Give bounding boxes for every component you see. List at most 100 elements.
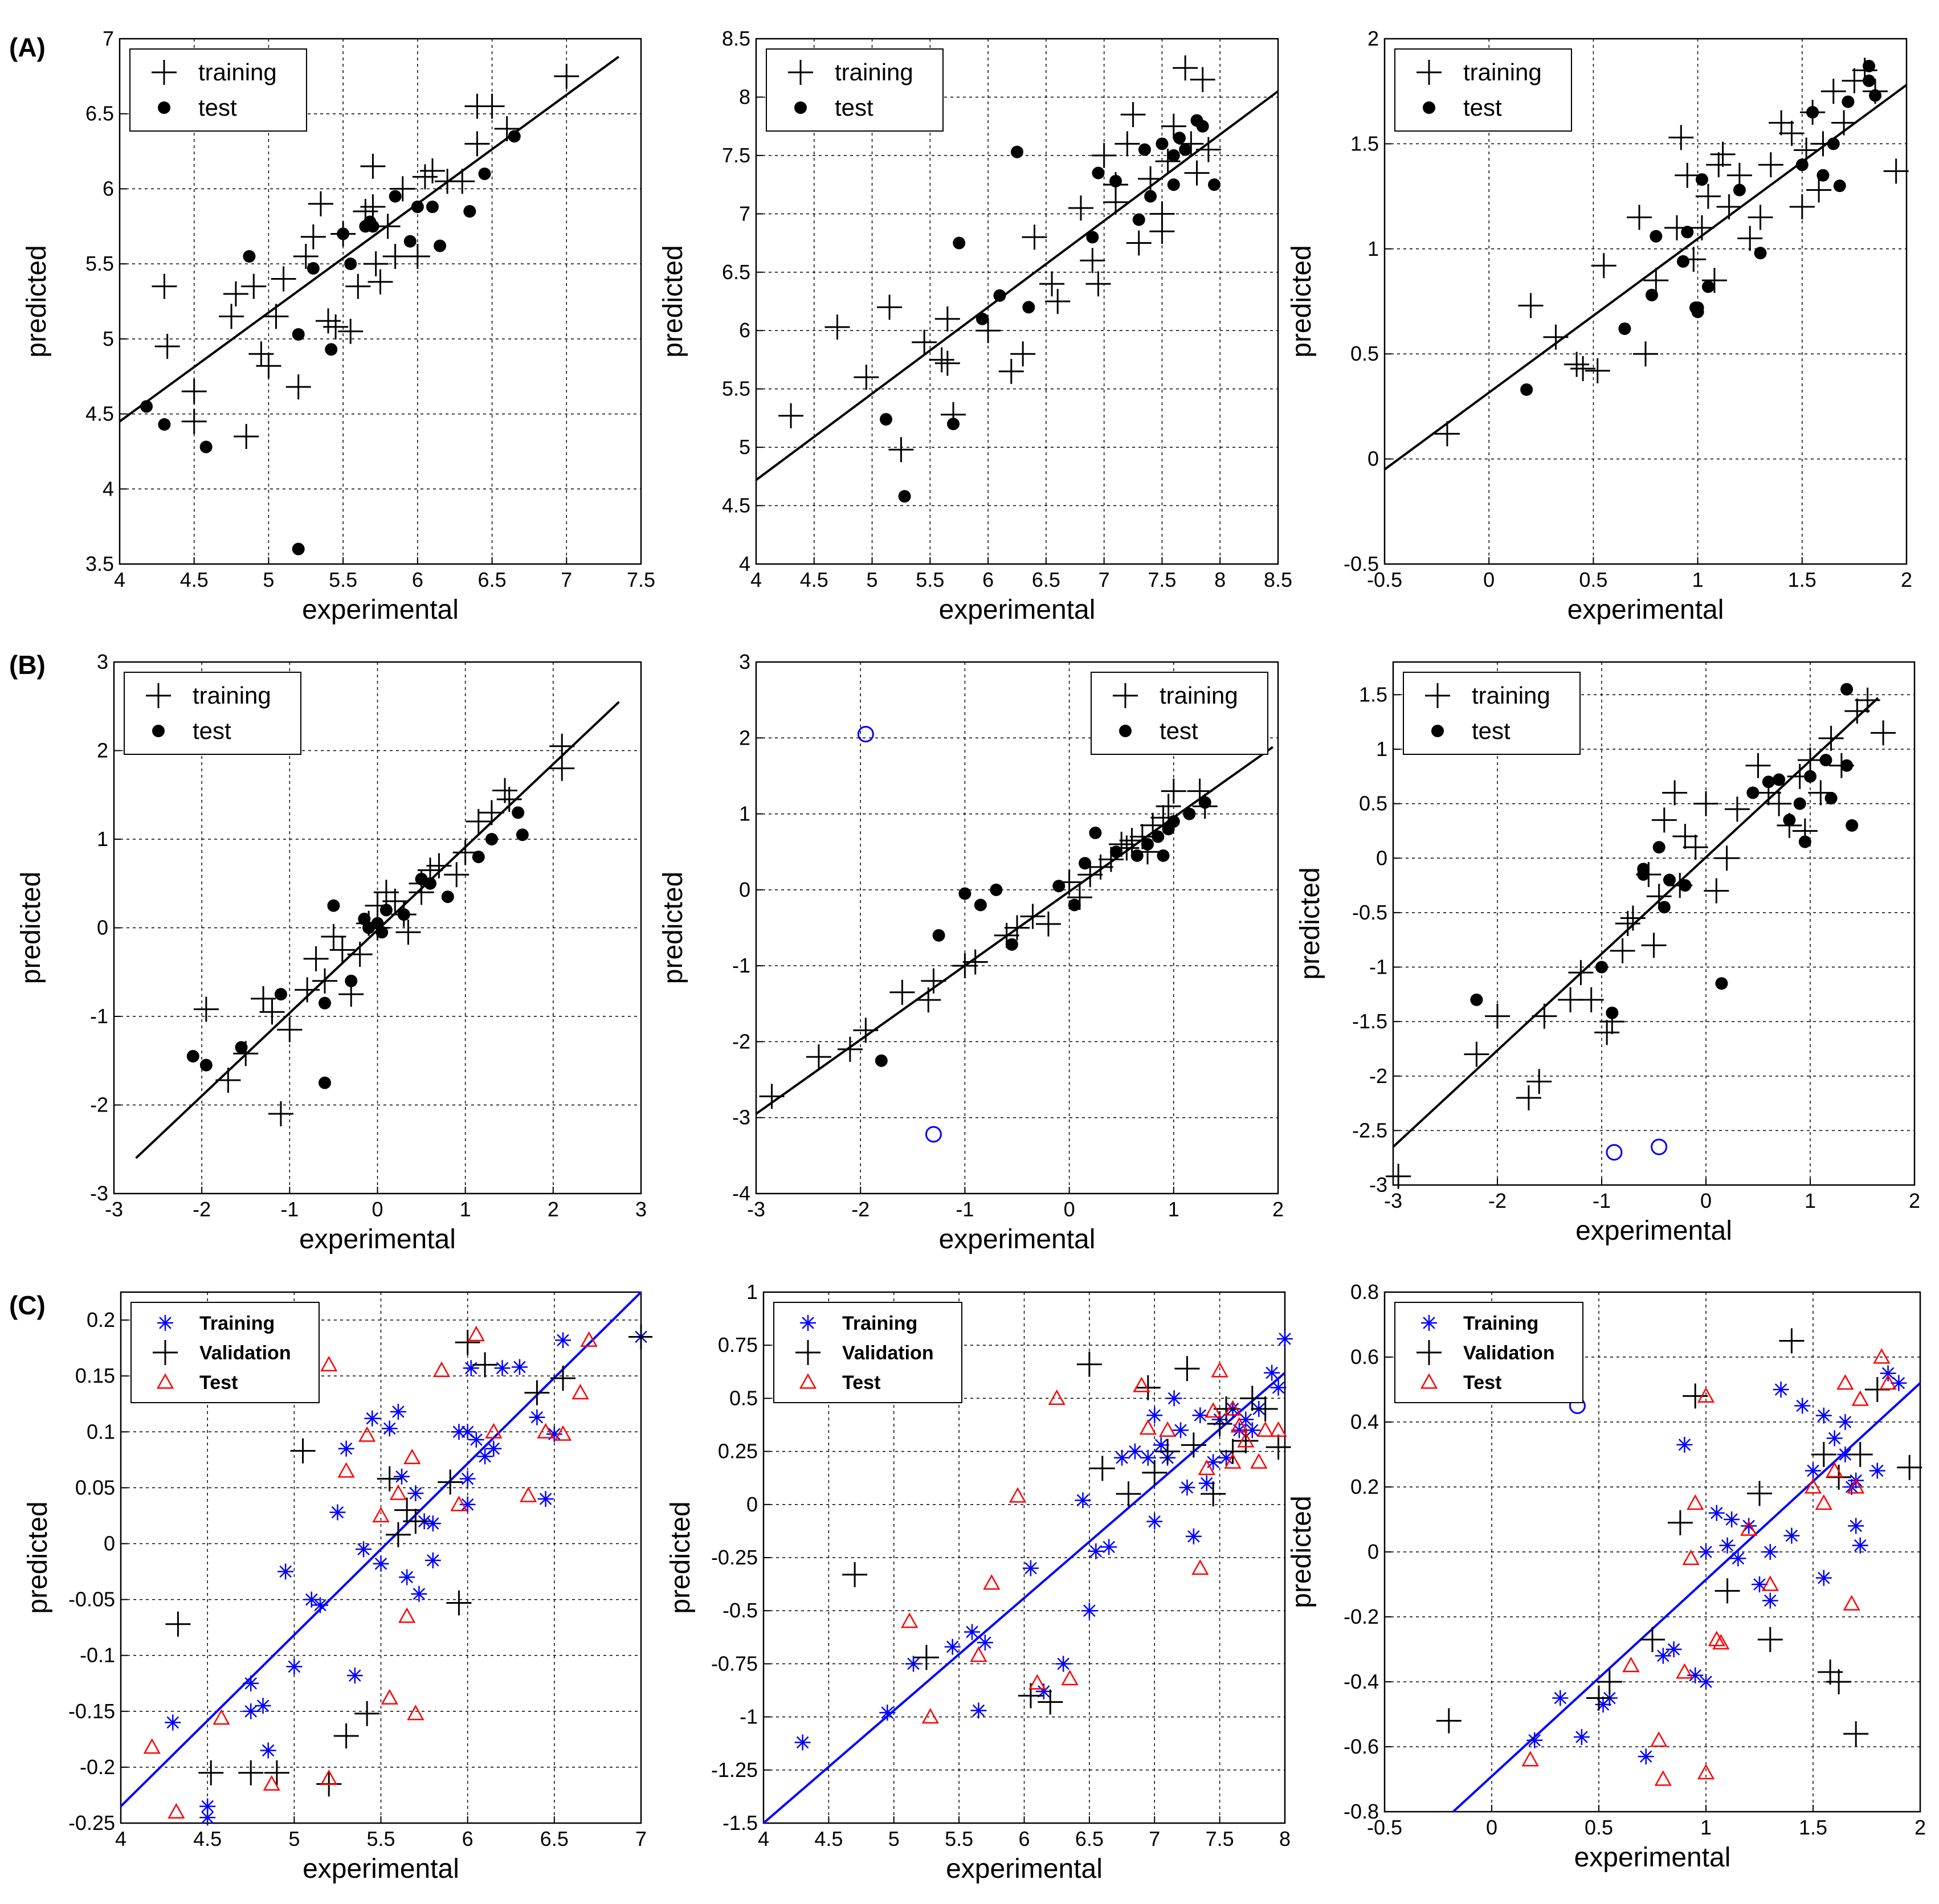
legend-marker: [157, 1315, 173, 1331]
test-point: [1712, 1634, 1730, 1650]
y-tick-label: 2: [97, 739, 108, 762]
test-point: [958, 887, 971, 900]
chart-panel: -3 -2 -1 0 1 2 -3 -2.5 -2 -1.5 -1 -0.5 0 0.5 1 1.5 exper…: [1295, 661, 1920, 1246]
training-point: [1710, 141, 1736, 167]
test-point: [1159, 1421, 1177, 1437]
legend-label: test: [1463, 94, 1502, 121]
training-point: [1826, 1430, 1843, 1447]
y-tick-label: -0.75: [711, 1652, 758, 1675]
outlier-point: [857, 726, 874, 743]
training-point: [259, 999, 285, 1025]
legend: training test: [129, 48, 307, 132]
training-point: [1114, 1449, 1130, 1466]
x-tick-label: 8: [1214, 568, 1226, 591]
x-tick-label: 6.5: [478, 568, 507, 591]
test-point: [1144, 190, 1157, 203]
validation-point: [1811, 1442, 1836, 1467]
y-axis-label: predicted: [22, 245, 52, 357]
x-tick-label: 2: [1272, 1198, 1284, 1221]
y-tick-label: -1.25: [711, 1758, 758, 1782]
training-point: [537, 1490, 554, 1507]
test-point: [512, 806, 525, 819]
y-tick-label: 0.8: [1350, 1280, 1379, 1304]
validation-point: [842, 1562, 868, 1587]
test-point: [1110, 845, 1123, 859]
y-tick-label: 3: [97, 650, 108, 673]
x-axis-label: experimental: [939, 595, 1096, 625]
test-point: [508, 130, 521, 143]
y-tick-label: 4: [739, 552, 750, 575]
training-point: [1115, 131, 1140, 157]
training-point: [1730, 1550, 1746, 1567]
legend-marker: [1431, 725, 1444, 737]
training-point: [1689, 215, 1715, 240]
training-point: [1714, 845, 1740, 871]
training-point: [1748, 205, 1773, 230]
x-tick-label: 6.5: [1075, 1827, 1104, 1850]
test-point: [983, 1574, 1001, 1590]
x-tick-label: 2: [1909, 1189, 1920, 1212]
training-point: [426, 853, 452, 879]
training-point: [271, 266, 296, 292]
training-point: [303, 946, 329, 971]
test-point: [143, 1738, 161, 1754]
training-point: [877, 295, 903, 320]
training-point: [998, 358, 1024, 384]
test-point: [1152, 830, 1165, 843]
training-point: [1852, 1537, 1868, 1554]
training-point: [459, 1470, 476, 1487]
training-point: [1080, 248, 1105, 273]
training-point: [1552, 1690, 1569, 1706]
test-point: [403, 1448, 421, 1465]
test-point: [441, 890, 454, 904]
y-tick-label: 6.5: [85, 102, 114, 125]
y-tick-label: 0.75: [718, 1333, 758, 1357]
y-tick-label: 4.5: [85, 402, 114, 426]
training-point: [1595, 1696, 1611, 1713]
test-point: [1139, 1419, 1157, 1435]
training-point: [511, 1359, 528, 1375]
training-point: [1769, 110, 1794, 136]
training-point: [1179, 1479, 1195, 1496]
outlier-point: [1651, 1138, 1668, 1155]
test-point: [1068, 898, 1081, 912]
test-point: [1167, 149, 1180, 162]
x-tick-label: 6.5: [1032, 568, 1060, 591]
chart-panel: 4 4.5 5 5.5 6 6.5 7 7.5 8 8.5 4 4.5 5 5.5 6 6.5 7 7.5 8 8.5…: [658, 27, 1292, 625]
training-point: [181, 379, 207, 405]
test-point: [1089, 826, 1102, 839]
x-tick-label: 1: [1805, 1189, 1816, 1212]
test-point: [1746, 786, 1760, 799]
training-point: [1126, 230, 1152, 256]
validation-point: [1214, 1396, 1239, 1422]
validation-point: [1897, 1454, 1922, 1480]
test-point: [1819, 754, 1832, 767]
y-tick-label: 8: [739, 85, 750, 108]
training-point: [1762, 1592, 1778, 1609]
x-tick-label: -1: [956, 1198, 974, 1221]
test-point: [974, 898, 987, 912]
training-point: [407, 1485, 424, 1502]
validation-point: [290, 1438, 316, 1464]
x-tick-label: 5.5: [945, 1827, 973, 1850]
test-point: [1846, 819, 1859, 832]
test-point: [1205, 1402, 1222, 1418]
test-point: [1230, 1417, 1248, 1433]
data-layer: [755, 726, 1273, 1143]
training-point: [364, 1410, 381, 1427]
legend: training test: [1091, 672, 1268, 755]
validation-point: [524, 1380, 550, 1405]
test-point: [1815, 1494, 1832, 1510]
test-point: [158, 418, 171, 431]
x-tick-label: 1: [1692, 568, 1704, 591]
x-tick-label: -2: [193, 1198, 211, 1221]
legend-marker: [1423, 101, 1435, 114]
training-point: [546, 1426, 562, 1443]
training-point: [399, 1569, 415, 1586]
training-point: [1075, 1492, 1091, 1509]
training-point: [1641, 933, 1667, 958]
test-point: [389, 190, 402, 203]
test-point: [397, 908, 410, 921]
data-layer: [120, 1291, 652, 1826]
test-point: [432, 1361, 451, 1377]
